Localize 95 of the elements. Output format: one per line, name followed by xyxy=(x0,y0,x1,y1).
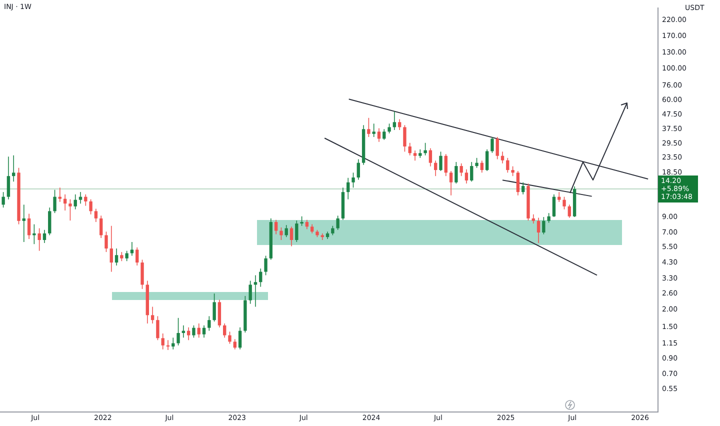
candlestick xyxy=(485,148,489,172)
candlestick xyxy=(403,124,406,152)
candlestick xyxy=(428,148,432,167)
candlestick xyxy=(186,327,190,341)
candlestick xyxy=(439,151,442,172)
candlestick xyxy=(398,118,402,130)
candlestick xyxy=(197,323,200,338)
candlestick xyxy=(382,128,386,140)
candlestick xyxy=(480,160,484,174)
candlestick xyxy=(454,162,458,184)
candlestick xyxy=(58,187,62,202)
candlestick xyxy=(424,142,427,156)
candlestick xyxy=(500,151,504,164)
candlestick xyxy=(233,338,236,350)
candlestick xyxy=(532,214,535,224)
candlestick xyxy=(94,208,98,222)
candlestick xyxy=(264,255,268,276)
candlestick xyxy=(74,194,77,210)
candlestick xyxy=(449,170,453,196)
candlestick xyxy=(496,136,499,160)
candlestick xyxy=(444,154,448,176)
candlestick xyxy=(552,194,556,218)
candlestick xyxy=(136,246,139,266)
candlestick xyxy=(12,154,16,182)
candlestick xyxy=(305,219,309,230)
candlestick xyxy=(192,324,196,338)
candlestick xyxy=(434,160,438,176)
candlestick xyxy=(248,280,252,304)
candlestick xyxy=(104,231,108,252)
candlestick xyxy=(78,192,82,204)
candlestick xyxy=(99,215,103,238)
candlestick xyxy=(223,323,226,338)
candlestick xyxy=(53,189,56,214)
candlestick xyxy=(130,242,134,256)
candlestick xyxy=(6,156,10,200)
candlestick xyxy=(125,250,128,262)
candlestick xyxy=(290,226,294,247)
candlestick xyxy=(208,316,211,332)
candlestick xyxy=(536,217,540,244)
candlestick xyxy=(562,196,566,210)
candlestick xyxy=(516,170,520,196)
candlestick xyxy=(352,172,355,188)
candlestick xyxy=(367,117,370,138)
candlestick xyxy=(150,306,154,324)
candlestick xyxy=(120,252,124,262)
candlestick xyxy=(27,213,31,240)
candlestick xyxy=(300,216,304,226)
candlestick xyxy=(408,142,412,156)
candlestick xyxy=(274,219,278,235)
candlestick xyxy=(331,225,334,236)
candlestick xyxy=(464,169,468,184)
candlestick xyxy=(377,128,381,142)
candlestick xyxy=(38,228,41,252)
candlestick xyxy=(84,194,88,206)
candlestick xyxy=(506,158,510,174)
candlestick xyxy=(413,150,417,161)
candlestick xyxy=(156,316,160,341)
candlestick xyxy=(202,324,206,338)
candlestick xyxy=(336,215,340,230)
candlestick xyxy=(392,111,396,130)
candlestick xyxy=(356,158,360,180)
candlestick xyxy=(32,224,36,245)
candlestick xyxy=(22,204,26,242)
candlestick xyxy=(228,331,232,344)
candlestick xyxy=(114,248,118,266)
candlestick xyxy=(280,227,283,240)
candlestick xyxy=(218,299,222,328)
candlestick xyxy=(470,162,474,182)
candlestick xyxy=(460,162,463,176)
candlestick xyxy=(176,318,180,346)
candlestick xyxy=(48,207,52,236)
candlestick xyxy=(42,230,46,244)
candlestick xyxy=(558,192,561,202)
candlestick xyxy=(212,293,216,322)
candlestick xyxy=(161,333,164,350)
candlestick xyxy=(295,220,298,242)
candlestick xyxy=(310,224,314,234)
candlestick xyxy=(259,268,262,288)
candlestick xyxy=(110,225,113,272)
candlestick xyxy=(547,212,550,224)
candlestick xyxy=(521,182,525,195)
candlestick xyxy=(140,259,144,290)
candlestick xyxy=(254,274,258,308)
candlestick xyxy=(68,198,72,221)
candlestick xyxy=(372,123,376,138)
candlestick xyxy=(511,166,514,176)
candlestick xyxy=(2,192,5,208)
candlestick xyxy=(238,327,242,350)
candlestick xyxy=(542,216,546,235)
candlestick xyxy=(346,177,350,200)
candlestick xyxy=(475,158,478,168)
candlestick xyxy=(568,204,572,218)
candlestick xyxy=(89,198,92,215)
candlestick xyxy=(388,123,391,134)
candlestick xyxy=(490,136,494,154)
